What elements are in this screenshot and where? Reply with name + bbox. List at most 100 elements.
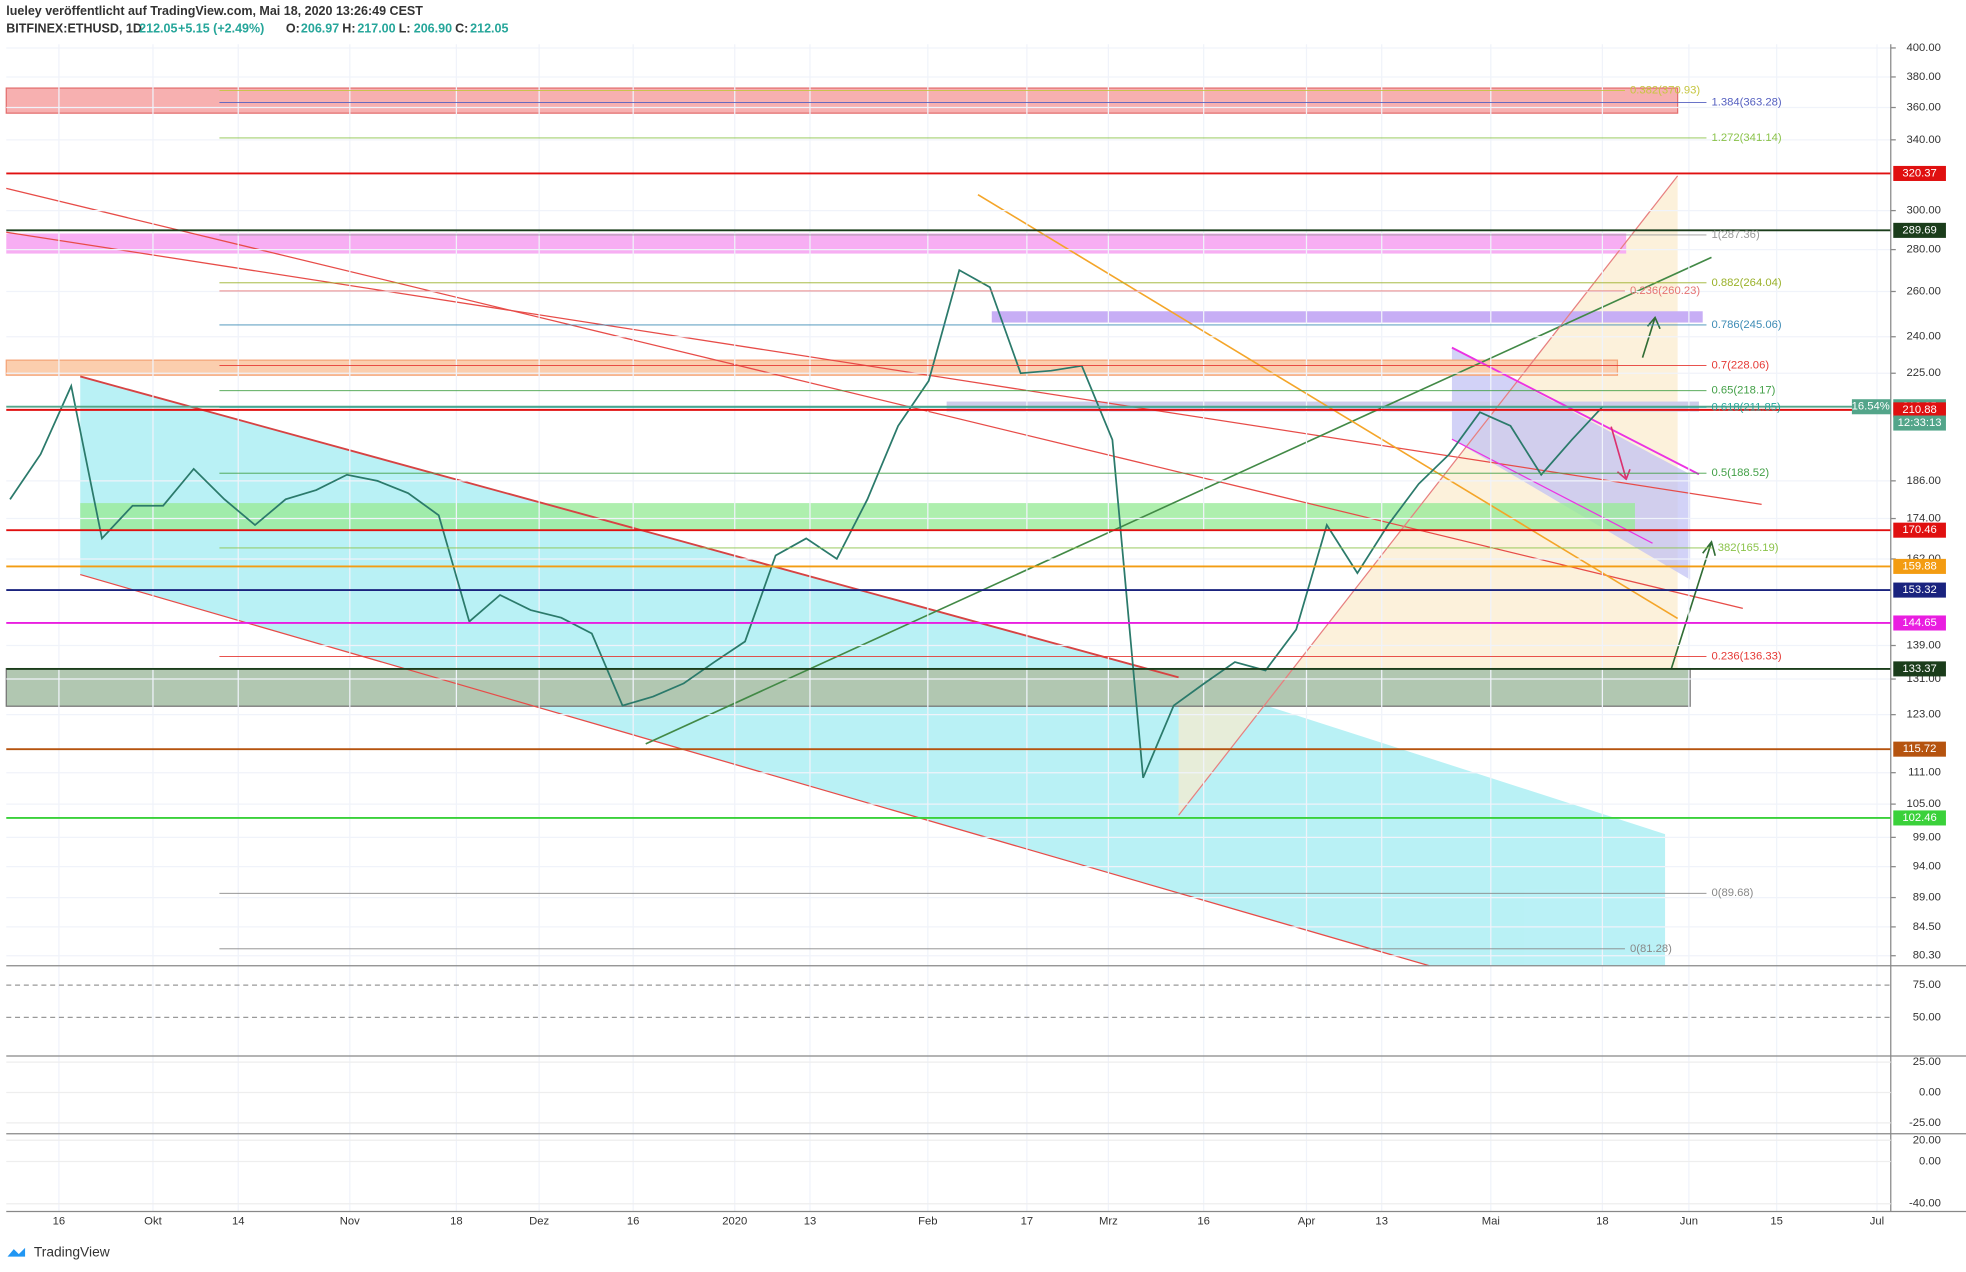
level-label: 289.69 [1902,224,1936,236]
x-tick-label: 16 [1197,1216,1210,1228]
y-tick-label: 225.00 [1906,367,1940,379]
ohlc-value: 212.05 [470,21,508,35]
fib-label: 1.272(341.14) [1711,132,1781,144]
level-label: 133.37 [1902,663,1936,675]
zone-red [5,87,1679,114]
arrow [1610,426,1631,481]
ohlc-key: H: [342,21,355,35]
x-tick-label: Okt [144,1216,162,1228]
level-box [1893,661,1946,677]
ohlc-key: O: [286,21,300,35]
y-tick-label: 300.00 [1906,205,1940,217]
level-label: 159.88 [1902,560,1936,572]
change: +5.15 (+2.49%) [178,21,264,35]
y-tick-label: 84.50 [1913,921,1941,933]
fib-label: 0(89.68) [1711,887,1753,899]
fib-label: 0.618(211.85) [1711,401,1781,413]
y-tick-label: 94.00 [1913,861,1941,873]
logo [7,1247,26,1257]
x-tick-label: 13 [1375,1216,1388,1228]
trendline [6,187,1743,610]
ohlc-key: C: [455,21,468,35]
footer [0,1239,1966,1272]
ohlc-value: 217.00 [357,21,395,35]
trendline [1451,438,1653,544]
x-tick-label: Nov [340,1216,360,1228]
level-label: 170.46 [1902,524,1936,536]
level-box [1893,558,1946,574]
y-tick-label: 99.00 [1913,831,1941,843]
fib-label: 0.786(245.06) [1711,319,1781,331]
level-label: 210.88 [1902,404,1936,416]
symbol-line: BITFINEX:ETHUSD, 1D [6,21,142,35]
y-tick-label: 174.00 [1906,513,1940,525]
x-tick-label: 15 [1770,1216,1783,1228]
level-label: 153.32 [1902,584,1936,596]
level-box [1893,165,1946,181]
trendline [1451,346,1700,476]
level-box [1893,402,1946,418]
y-tick-label: 280.00 [1906,244,1940,256]
x-tick-label: 18 [450,1216,463,1228]
change-box [1851,399,1891,415]
fib-label: 0(81.28) [1630,943,1672,955]
x-tick-label: 16 [627,1216,640,1228]
x-tick-label: Feb [918,1216,937,1228]
footer-brand: TradingView [34,1245,110,1260]
fib-label: 382(165.19) [1718,542,1779,554]
y-tick-label: 89.00 [1913,892,1941,904]
x-tick-label: Mai [1482,1216,1500,1228]
ohlc: O: 206.97 H: 217.00 L: 206.90 C: 212.05 [286,21,509,35]
panel-tick-label: 50.00 [1913,1011,1941,1023]
x-tick-label: 18 [1596,1216,1609,1228]
y-tick-label: 260.00 [1906,285,1940,297]
trendline [80,573,1430,967]
x-tick-label: Jun [1680,1216,1698,1228]
fib-label: 1(287.36) [1711,229,1759,241]
countdown-box [1893,415,1946,431]
y-tick-label: 123.00 [1906,709,1940,721]
level-box [1893,522,1946,538]
y-tick-label: 400.00 [1906,42,1940,54]
x-tick-label: Mrz [1099,1216,1118,1228]
level-box [1893,810,1946,826]
fib-label: 0.236(136.33) [1711,650,1781,662]
x-tick-label: 2020 [722,1216,747,1228]
level-label: 102.46 [1902,812,1936,824]
change-label: 16.54% [1852,401,1890,413]
x-tick-label: 13 [804,1216,817,1228]
trendline [6,231,1762,505]
zone-orange [5,359,1619,376]
fib-label: 0.382(370.93) [1630,85,1700,97]
x-tick-label: Dez [529,1216,549,1228]
level-label: 320.37 [1902,167,1936,179]
level-box [1893,582,1946,598]
x-tick-label: 16 [53,1216,66,1228]
ohlc-value: 206.90 [414,21,452,35]
panel-tick-label: 75.00 [1913,979,1941,991]
fib-label: 1.384(363.28) [1711,96,1781,108]
price: 212.05 [139,21,177,35]
fib-label: 0.882(264.04) [1711,277,1781,289]
y-tick-label: 139.00 [1906,640,1940,652]
y-tick-label: 360.00 [1906,102,1940,114]
panel-tick-label: 20.00 [1913,1134,1941,1146]
trendline [79,375,1179,679]
y-tick-label: 186.00 [1906,475,1940,487]
panel-tick-label: 0.00 [1919,1086,1941,1098]
y-tick-label: 80.30 [1913,950,1941,962]
fib-label: 0.236(260.23) [1630,285,1700,297]
level-label: 144.65 [1902,617,1936,629]
panel-tick-label: -40.00 [1909,1198,1941,1210]
price-line [9,268,1604,779]
trendline [645,256,1712,745]
fib-label: 0.5(188.52) [1711,467,1769,479]
zone-pink [6,233,1627,254]
arrow [1670,540,1717,669]
panel-tick-label: 25.00 [1913,1056,1941,1068]
countdown: 12:33:13 [1898,417,1942,429]
panel-tick-label: -25.00 [1909,1117,1941,1129]
y-tick-label: 240.00 [1906,331,1940,343]
x-tick-label: 17 [1021,1216,1034,1228]
